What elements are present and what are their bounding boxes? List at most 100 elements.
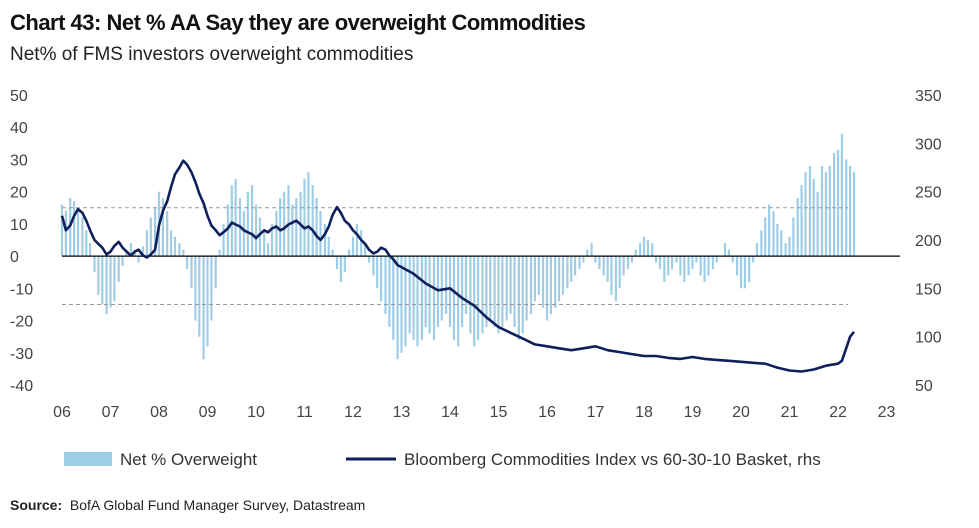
bar bbox=[392, 256, 395, 340]
bar bbox=[190, 256, 193, 289]
bar bbox=[364, 243, 367, 257]
bar bbox=[141, 246, 145, 257]
bar bbox=[327, 236, 330, 257]
bar bbox=[501, 256, 504, 327]
x-tick-label: 20 bbox=[732, 404, 750, 421]
bar bbox=[145, 230, 148, 257]
bar bbox=[836, 149, 840, 257]
bar bbox=[149, 217, 152, 257]
bar bbox=[578, 256, 581, 269]
commodities-index-line bbox=[60, 159, 856, 373]
bar bbox=[554, 256, 557, 308]
y-right-tick-label: 100 bbox=[915, 330, 942, 347]
source-label: Source: bbox=[10, 497, 63, 513]
bar bbox=[154, 207, 157, 257]
bar bbox=[109, 256, 112, 308]
x-tick-label: 15 bbox=[490, 404, 508, 421]
bar bbox=[246, 191, 249, 257]
bar bbox=[226, 204, 229, 257]
bar bbox=[279, 198, 282, 257]
bar bbox=[780, 230, 783, 257]
bar bbox=[367, 256, 371, 263]
axes-layer: 50403020100-10-20-30-4035030025020015010… bbox=[10, 88, 942, 421]
bar bbox=[469, 256, 472, 334]
bar bbox=[331, 249, 334, 257]
bar bbox=[570, 256, 573, 282]
bar bbox=[267, 243, 270, 257]
y-right-tick-label: 250 bbox=[915, 185, 942, 202]
bar bbox=[85, 230, 88, 257]
bar bbox=[610, 256, 613, 295]
bar bbox=[772, 211, 775, 257]
bar bbox=[113, 256, 116, 302]
bar bbox=[760, 230, 763, 257]
bar bbox=[270, 223, 274, 257]
bar bbox=[315, 198, 318, 257]
bar bbox=[687, 256, 690, 276]
bar bbox=[812, 178, 815, 257]
x-tick-label: 06 bbox=[53, 404, 71, 421]
y-left-tick-label: -20 bbox=[10, 314, 33, 331]
bar bbox=[691, 256, 694, 269]
bar bbox=[428, 256, 431, 334]
bar bbox=[303, 178, 306, 257]
bar bbox=[727, 249, 730, 257]
bar bbox=[461, 256, 464, 327]
bar bbox=[117, 256, 120, 282]
bar bbox=[651, 243, 654, 257]
bar bbox=[222, 223, 225, 257]
bar bbox=[658, 256, 662, 269]
bar bbox=[287, 185, 290, 257]
bar bbox=[549, 256, 552, 315]
bar bbox=[89, 243, 92, 257]
bar bbox=[602, 256, 605, 276]
bar bbox=[695, 256, 698, 263]
bar bbox=[642, 236, 646, 257]
bar bbox=[505, 256, 508, 321]
bar bbox=[408, 256, 411, 334]
x-tick-label: 09 bbox=[199, 404, 217, 421]
bar bbox=[81, 217, 84, 257]
bar bbox=[764, 217, 767, 257]
y-left-tick-label: 40 bbox=[10, 120, 28, 137]
bar bbox=[380, 256, 383, 302]
bar bbox=[283, 191, 286, 257]
bar bbox=[792, 217, 795, 257]
bar bbox=[808, 165, 811, 257]
bar bbox=[529, 256, 533, 315]
bar bbox=[254, 204, 258, 257]
bar bbox=[606, 256, 609, 282]
x-tick-label: 16 bbox=[538, 404, 556, 421]
x-tick-label: 12 bbox=[344, 404, 362, 421]
y-left-tick-label: 30 bbox=[10, 152, 28, 169]
source-text: BofA Global Fund Manager Survey, Datastr… bbox=[69, 497, 366, 513]
bar bbox=[420, 256, 423, 340]
bar bbox=[736, 256, 739, 276]
bar bbox=[60, 204, 64, 257]
bar bbox=[445, 256, 448, 315]
legend-bar-label: Net % Overweight bbox=[120, 450, 257, 469]
y-right-tick-label: 350 bbox=[915, 88, 942, 105]
bar bbox=[849, 165, 852, 257]
y-right-tick-label: 200 bbox=[915, 233, 942, 250]
bar bbox=[574, 256, 577, 276]
bar bbox=[485, 256, 488, 327]
bar bbox=[493, 256, 496, 327]
bar bbox=[533, 256, 536, 302]
bar bbox=[275, 211, 278, 257]
bar bbox=[335, 256, 339, 269]
bar bbox=[622, 256, 625, 276]
bar bbox=[630, 256, 633, 263]
bar bbox=[626, 256, 630, 269]
chart-subtitle: Net% of FMS investors overweight commodi… bbox=[10, 44, 414, 65]
bar bbox=[594, 256, 597, 263]
bar bbox=[683, 256, 686, 282]
bar bbox=[198, 256, 201, 337]
bar bbox=[295, 198, 298, 257]
source-note: Source: BofA Global Fund Manager Survey,… bbox=[10, 497, 365, 513]
bar bbox=[558, 256, 561, 302]
x-tick-label: 17 bbox=[587, 404, 605, 421]
bar bbox=[646, 240, 649, 257]
bar bbox=[214, 256, 217, 289]
bar bbox=[804, 172, 807, 257]
